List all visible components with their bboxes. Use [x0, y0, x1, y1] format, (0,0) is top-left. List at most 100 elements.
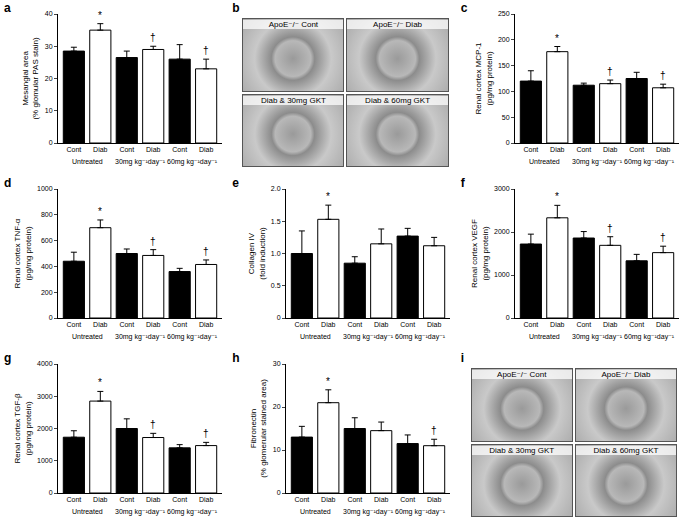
svg-text:1000: 1000	[494, 271, 510, 278]
svg-text:Untreated: Untreated	[72, 158, 103, 165]
svg-text:30mg kg⁻¹day⁻¹: 30mg kg⁻¹day⁻¹	[343, 508, 394, 516]
svg-text:†: †	[203, 45, 209, 56]
svg-text:Diab: Diab	[374, 496, 389, 503]
svg-text:200: 200	[41, 289, 53, 296]
svg-text:600: 600	[41, 237, 53, 244]
svg-text:10: 10	[45, 107, 53, 114]
svg-text:Cont: Cont	[295, 321, 310, 328]
svg-text:Diab: Diab	[93, 321, 108, 328]
svg-text:Cont: Cont	[172, 146, 187, 153]
svg-text:30mg kg⁻¹day⁻¹: 30mg kg⁻¹day⁻¹	[115, 508, 166, 516]
svg-text:0: 0	[49, 139, 53, 146]
svg-text:1000: 1000	[37, 185, 53, 192]
svg-text:20: 20	[45, 75, 53, 82]
svg-text:Renal cortex TNF-α(pg/mg prote: Renal cortex TNF-α(pg/mg protein)	[13, 218, 32, 288]
svg-text:Cont: Cont	[401, 496, 416, 503]
svg-text:Diab: Diab	[146, 146, 161, 153]
svg-text:0: 0	[49, 489, 53, 496]
svg-text:Cont: Cont	[348, 496, 363, 503]
svg-text:Diab: Diab	[199, 496, 214, 503]
svg-text:Cont: Cont	[66, 496, 81, 503]
svg-text:†: †	[607, 66, 613, 77]
svg-text:60mg kg⁻¹day⁻¹: 60mg kg⁻¹day⁻¹	[395, 508, 446, 516]
svg-text:100: 100	[498, 88, 510, 95]
svg-text:200: 200	[498, 36, 510, 43]
svg-text:Cont: Cont	[119, 496, 134, 503]
svg-text:Cont: Cont	[576, 146, 591, 153]
svg-text:800: 800	[41, 211, 53, 218]
svg-text:60mg kg⁻¹day⁻¹: 60mg kg⁻¹day⁻¹	[395, 333, 446, 341]
svg-text:50: 50	[501, 114, 509, 121]
svg-text:30mg kg⁻¹day⁻¹: 30mg kg⁻¹day⁻¹	[115, 333, 166, 341]
svg-text:0.5: 0.5	[271, 282, 281, 289]
svg-text:Cont: Cont	[401, 321, 416, 328]
svg-text:Untreated: Untreated	[300, 508, 331, 515]
svg-text:Diab: Diab	[656, 146, 671, 153]
svg-text:60mg kg⁻¹day⁻¹: 60mg kg⁻¹day⁻¹	[167, 333, 218, 341]
svg-text:Renal cortex TGF-β(pg/mg prote: Renal cortex TGF-β(pg/mg protein)	[13, 393, 32, 464]
svg-text:3000: 3000	[494, 185, 510, 192]
svg-text:†: †	[607, 223, 613, 234]
svg-text:0: 0	[505, 139, 509, 146]
svg-text:Diab: Diab	[603, 146, 618, 153]
svg-text:60mg kg⁻¹day⁻¹: 60mg kg⁻¹day⁻¹	[167, 158, 218, 166]
svg-text:Diab: Diab	[146, 496, 161, 503]
svg-text:Diab: Diab	[93, 496, 108, 503]
svg-text:†: †	[150, 419, 156, 430]
svg-text:Diab: Diab	[93, 146, 108, 153]
svg-text:*: *	[326, 376, 330, 387]
svg-text:†: †	[660, 70, 666, 81]
svg-text:1.5: 1.5	[271, 218, 281, 225]
svg-text:†: †	[431, 425, 437, 436]
svg-text:0: 0	[277, 314, 281, 321]
svg-text:30mg kg⁻¹day⁻¹: 30mg kg⁻¹day⁻¹	[572, 158, 623, 166]
svg-text:60mg kg⁻¹day⁻¹: 60mg kg⁻¹day⁻¹	[167, 508, 218, 516]
svg-text:Renal cortex VEGF(pg/mg protei: Renal cortex VEGF(pg/mg protein)	[470, 219, 489, 288]
svg-text:3000: 3000	[37, 393, 53, 400]
svg-text:30: 30	[45, 43, 53, 50]
svg-text:Diab: Diab	[321, 321, 336, 328]
svg-text:†: †	[203, 428, 209, 439]
svg-text:Diab: Diab	[321, 496, 336, 503]
svg-text:Diab: Diab	[550, 146, 565, 153]
svg-text:Cont: Cont	[172, 496, 187, 503]
svg-text:60mg kg⁻¹day⁻¹: 60mg kg⁻¹day⁻¹	[624, 333, 675, 341]
svg-text:Cont: Cont	[523, 146, 538, 153]
svg-text:Untreated: Untreated	[72, 333, 103, 340]
svg-text:Cont: Cont	[119, 321, 134, 328]
svg-text:†: †	[203, 246, 209, 257]
svg-text:400: 400	[41, 263, 53, 270]
svg-text:40: 40	[45, 10, 53, 17]
svg-text:Mesangial area(% glomular PAS: Mesangial area(% glomular PAS stain)	[21, 37, 40, 119]
svg-text:Cont: Cont	[119, 146, 134, 153]
svg-text:Diab: Diab	[199, 146, 214, 153]
svg-text:30mg kg⁻¹day⁻¹: 30mg kg⁻¹day⁻¹	[343, 333, 394, 341]
svg-text:Diab: Diab	[427, 321, 442, 328]
svg-text:4000: 4000	[37, 360, 53, 367]
svg-text:30: 30	[273, 360, 281, 367]
svg-text:20: 20	[273, 403, 281, 410]
svg-text:2.0: 2.0	[271, 185, 281, 192]
svg-text:1.0: 1.0	[271, 250, 281, 257]
svg-text:Renal cortex MCP-1(pg/mg prote: Renal cortex MCP-1(pg/mg protein)	[474, 42, 493, 115]
svg-text:Untreated: Untreated	[72, 508, 103, 515]
svg-text:*: *	[555, 191, 559, 202]
svg-text:Diab: Diab	[656, 321, 671, 328]
svg-text:1000: 1000	[37, 457, 53, 464]
svg-text:Diab: Diab	[550, 321, 565, 328]
svg-text:Untreated: Untreated	[300, 333, 331, 340]
svg-text:Diab: Diab	[199, 321, 214, 328]
svg-text:Cont: Cont	[66, 321, 81, 328]
svg-text:0: 0	[49, 314, 53, 321]
svg-text:60mg kg⁻¹day⁻¹: 60mg kg⁻¹day⁻¹	[624, 158, 675, 166]
svg-text:30mg kg⁻¹day⁻¹: 30mg kg⁻¹day⁻¹	[572, 333, 623, 341]
svg-text:Cont: Cont	[172, 321, 187, 328]
svg-text:Cont: Cont	[348, 321, 363, 328]
svg-text:Diab: Diab	[427, 496, 442, 503]
svg-text:250: 250	[498, 10, 510, 17]
svg-text:†: †	[150, 236, 156, 247]
svg-text:Untreated: Untreated	[529, 333, 560, 340]
svg-text:*: *	[555, 33, 559, 44]
svg-text:*: *	[326, 191, 330, 202]
svg-text:†: †	[660, 232, 666, 243]
